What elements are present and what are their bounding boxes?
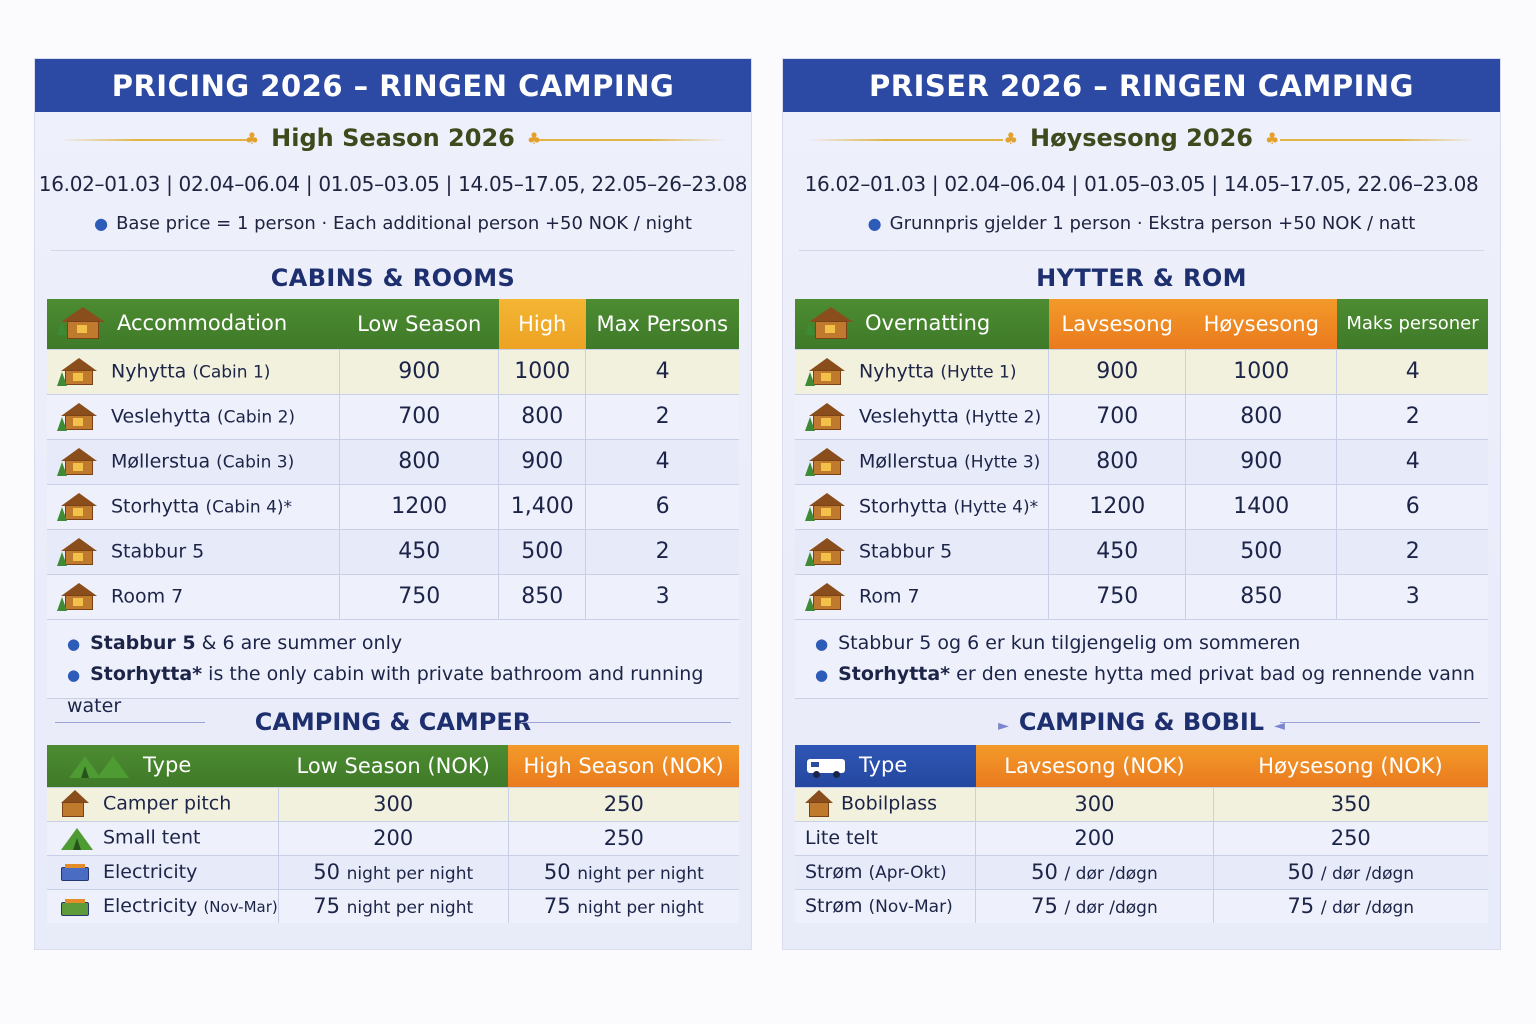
electricity-icon xyxy=(57,861,93,883)
pricing-panel-norwegian: PRISER 2026 – RINGEN CAMPING ♣ Høysesong… xyxy=(782,58,1501,950)
cabin-notes: ● Stabbur 5 og 6 er kun tilgjengelig om s… xyxy=(795,619,1488,699)
arrow-right-icon: ► xyxy=(998,718,1009,734)
header-low-season: Low Season xyxy=(339,299,499,349)
base-price-note: ● Grunnpris gjelder 1 person · Ekstra per… xyxy=(867,213,1416,234)
cabins-section-title: CABINS & ROOMS xyxy=(270,264,516,292)
bird-icon: ♣ xyxy=(526,128,542,148)
table-row: Veslehytta (Cabin 2) 700 800 2 xyxy=(47,393,739,439)
camping-section-title: ► CAMPING & BOBIL ◄ xyxy=(783,699,1500,745)
cabins-table: Overnatting Lavsesong Høysesong Maks per… xyxy=(795,299,1488,619)
cabin-icon xyxy=(57,306,107,341)
note-item: ● Storhytta* er den eneste hytta med priv… xyxy=(815,663,1475,685)
table-row: Camper pitch 300 250 xyxy=(47,786,739,821)
header-max-persons: Maks personer xyxy=(1336,299,1488,349)
cabin-icon xyxy=(805,306,855,341)
cabin-icon xyxy=(805,357,849,386)
header-type: Type xyxy=(47,745,279,787)
camping-table: Type Low Season (NOK) High Season (NOK) … xyxy=(47,745,739,923)
cabin-icon xyxy=(805,492,849,521)
table-row: Nyhytta (Cabin 1) 900 1000 4 xyxy=(47,348,739,394)
bird-icon: ♣ xyxy=(1003,128,1018,148)
bird-icon: ♣ xyxy=(244,128,260,148)
cabin-icon xyxy=(805,402,849,431)
page-title: PRICING 2026 – RINGEN CAMPING xyxy=(35,59,751,112)
header-high-season: Høysesong (NOK) xyxy=(1213,745,1488,787)
tent-icon xyxy=(65,754,105,779)
cabin-icon xyxy=(57,537,101,566)
header-accommodation: Overnatting xyxy=(795,299,1049,349)
season-title: High Season 2026 xyxy=(271,124,515,152)
camper-icon xyxy=(805,753,849,779)
pricing-panel-english: PRICING 2026 – RINGEN CAMPING ♣ High Sea… xyxy=(34,58,752,950)
cabins-section-title: HYTTER & ROM xyxy=(1036,264,1247,292)
table-row: Bobilplass 300 350 xyxy=(795,786,1488,821)
camper-pitch-icon xyxy=(805,790,835,818)
arrow-left-icon: ◄ xyxy=(1274,718,1285,734)
tent-icon xyxy=(93,754,133,779)
table-row: Electricity 50 night per night 50 night … xyxy=(47,854,739,889)
table-row: Stabbur 5 450 500 2 xyxy=(47,528,739,574)
cabin-icon xyxy=(805,582,849,611)
header-high-season: High Season (NOK) xyxy=(508,745,739,787)
table-row: Møllerstua (Hytte 3) 800 900 4 xyxy=(795,438,1488,484)
tent-icon xyxy=(57,826,93,850)
header-high: High xyxy=(498,299,586,349)
table-row: Storhytta (Cabin 4)* 1200 1,400 6 xyxy=(47,483,739,529)
table-row: Nyhytta (Hytte 1) 900 1000 4 xyxy=(795,348,1488,394)
camper-pitch-icon xyxy=(57,790,93,818)
cabin-icon xyxy=(805,537,849,566)
cabin-icon xyxy=(805,447,849,476)
cabin-icon xyxy=(57,402,101,431)
table-row: Small tent 200 250 xyxy=(47,820,739,855)
season-title: Høysesong 2026 xyxy=(1030,124,1253,152)
season-heading: ♣ High Season 2026 ♣ xyxy=(35,112,751,164)
cabins-table: Accommodation Low Season High Max Person… xyxy=(47,299,739,619)
camping-section-title: CAMPING & CAMPER xyxy=(35,699,751,745)
note-item: ● Stabbur 5 & 6 are summer only xyxy=(67,632,403,654)
table-row: Møllerstua (Cabin 3) 800 900 4 xyxy=(47,438,739,484)
table-row: Room 7 750 850 3 xyxy=(47,573,739,619)
header-high-season: Høysesong xyxy=(1185,299,1337,349)
camping-table: Type Lavsesong (NOK) Høysesong (NOK) Bob… xyxy=(795,745,1488,923)
table-row: Veslehytta (Hytte 2) 700 800 2 xyxy=(795,393,1488,439)
table-row: Strøm (Apr-Okt) 50 / dør /døgn 50 / dør … xyxy=(795,854,1488,889)
cabin-icon xyxy=(57,492,101,521)
cabin-icon xyxy=(57,357,101,386)
note-item: ● Storhytta* is the only cabin with priva… xyxy=(67,663,704,717)
header-low-season: Low Season (NOK) xyxy=(278,745,509,787)
season-heading: ♣ Høysesong 2026 ♣ xyxy=(783,112,1500,164)
table-row: Lite telt 200 250 xyxy=(795,820,1488,855)
note-item: ● Stabbur 5 og 6 er kun tilgjengelig om s… xyxy=(815,632,1301,654)
table-row: Stabbur 5 450 500 2 xyxy=(795,528,1488,574)
table-row: Storhytta (Hytte 4)* 1200 1400 6 xyxy=(795,483,1488,529)
header-type: Type xyxy=(795,745,976,787)
base-price-note: ● Base price = 1 person · Each additional… xyxy=(94,213,692,234)
table-row: Electricity (Nov-Mar) 75 night per night… xyxy=(47,888,739,923)
table-row: Rom 7 750 850 3 xyxy=(795,573,1488,619)
header-low-season: Lavsesong xyxy=(1048,299,1186,349)
cabin-icon xyxy=(57,582,101,611)
bird-icon: ♣ xyxy=(1264,128,1280,148)
table-row: Strøm (Nov-Mar) 75 / dør /døgn 75 / dør … xyxy=(795,888,1488,923)
page-title: PRISER 2026 – RINGEN CAMPING xyxy=(783,59,1500,112)
cabin-icon xyxy=(57,447,101,476)
electricity-icon xyxy=(57,896,93,918)
header-max-persons: Max Persons xyxy=(585,299,739,349)
season-dates: 16.02–01.03 | 02.04–06.04 | 01.05–03.05 … xyxy=(38,172,748,196)
header-low-season: Lavsesong (NOK) xyxy=(975,745,1214,787)
header-accommodation: Accommodation xyxy=(47,299,340,349)
season-dates: 16.02–01.03 | 02.04–06.04 | 01.05–03.05 … xyxy=(804,172,1479,196)
cabin-notes: ● Stabbur 5 & 6 are summer only ● Storhytt… xyxy=(47,619,739,717)
